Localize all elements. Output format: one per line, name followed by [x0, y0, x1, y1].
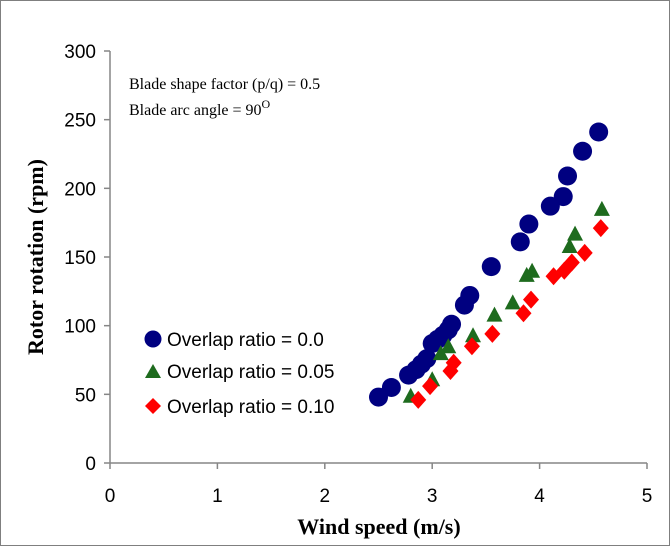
data-point-diamond — [445, 353, 462, 372]
data-point-diamond — [576, 243, 593, 262]
legend-marker-overlap-0 — [144, 330, 162, 348]
data-point-triangle — [465, 327, 482, 343]
annotation-arc-angle: Blade arc angle = 90O — [129, 97, 271, 119]
data-point-circle — [481, 257, 501, 277]
y-tick-label: 0 — [85, 454, 96, 475]
y-tick-label: 100 — [64, 317, 96, 338]
x-tick-label: 1 — [212, 486, 223, 507]
series-2 — [402, 200, 610, 403]
data-point-diamond — [515, 304, 532, 323]
data-point-circle — [442, 314, 462, 334]
series-1 — [369, 122, 609, 407]
x-tick-label: 3 — [427, 486, 438, 507]
data-point-diamond — [410, 390, 427, 409]
data-point-circle — [381, 377, 401, 397]
data-point-diamond — [422, 377, 439, 396]
legend-label-overlap-010: Overlap ratio = 0.10 — [167, 397, 334, 418]
x-tick-label: 4 — [534, 486, 545, 507]
y-tick-label: 50 — [75, 385, 96, 406]
data-point-diamond — [463, 337, 480, 356]
annotation-degree-superscript: O — [262, 97, 271, 111]
legend-marker-overlap-005 — [145, 364, 161, 378]
legend-label-overlap-0: Overlap ratio = 0.0 — [167, 330, 324, 351]
legend-marker-overlap-010 — [145, 398, 161, 414]
data-point-triangle — [524, 262, 541, 278]
tick-labels: 0 50 100 150 200 250 300 0 1 2 3 4 5 — [64, 42, 652, 507]
data-point-triangle — [504, 294, 521, 310]
y-tick-label: 250 — [64, 111, 96, 132]
data-point-diamond — [484, 324, 501, 343]
data-point-diamond — [592, 219, 609, 238]
data-point-circle — [460, 285, 480, 305]
data-point-triangle — [567, 225, 584, 241]
data-points — [369, 122, 610, 409]
y-tick-label: 150 — [64, 248, 96, 269]
x-axis-title: Wind speed (m/s) — [297, 514, 460, 539]
y-axis-title: Rotor rotation (rpm) — [23, 159, 48, 355]
data-point-circle — [553, 187, 573, 207]
data-point-triangle — [486, 306, 503, 322]
y-tick-label: 200 — [64, 179, 96, 200]
legend: Overlap ratio = 0.0 Overlap ratio = 0.05… — [144, 330, 334, 418]
annotation-arc-angle-text: Blade arc angle = 90 — [129, 102, 262, 119]
data-point-circle — [573, 141, 593, 161]
data-point-triangle — [593, 200, 610, 216]
x-tick-label: 0 — [105, 486, 116, 507]
y-tick-label: 300 — [64, 42, 96, 63]
data-point-diamond — [563, 253, 580, 272]
data-point-diamond — [523, 290, 540, 309]
x-tick-label: 2 — [320, 486, 331, 507]
x-tick-label: 5 — [642, 486, 653, 507]
data-point-circle — [519, 214, 539, 234]
data-point-circle — [589, 122, 609, 142]
annotation-shape-factor: Blade shape factor (p/q) = 0.5 — [129, 76, 320, 93]
axes — [104, 50, 648, 469]
series-3 — [410, 219, 609, 409]
data-point-circle — [558, 166, 578, 186]
legend-label-overlap-005: Overlap ratio = 0.05 — [167, 362, 334, 383]
data-point-circle — [417, 349, 437, 369]
data-point-triangle — [440, 338, 457, 354]
data-point-circle — [510, 232, 530, 252]
data-point-triangle — [561, 238, 578, 254]
